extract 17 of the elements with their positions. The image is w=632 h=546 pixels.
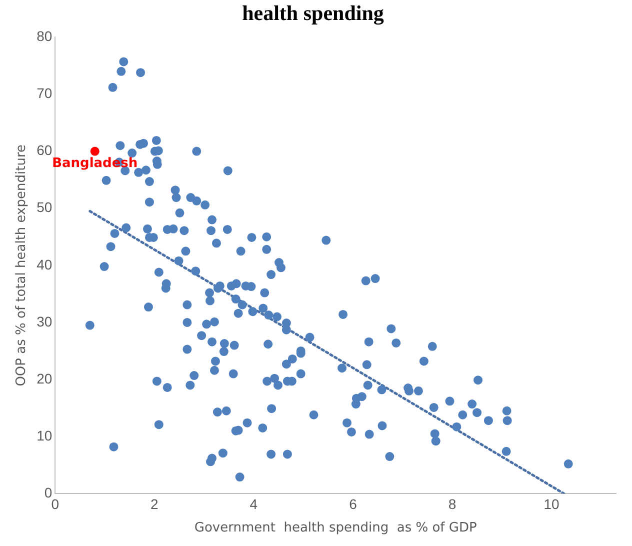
y-tick-label: 50	[36, 199, 52, 216]
y-tick-label: 20	[36, 370, 52, 386]
x-axis-title: Government health spending as % of GDP	[194, 520, 477, 536]
x-tick-label: 6	[349, 496, 358, 512]
y-tick-label: 60	[36, 142, 52, 158]
y-tick-label: 30	[36, 313, 52, 330]
y-tick-label: 0	[44, 484, 52, 500]
x-tick-label: 4	[250, 496, 258, 512]
y-tick-label: 40	[36, 256, 52, 272]
y-tick-label: 80	[36, 28, 52, 44]
y-tick-label: 70	[36, 85, 52, 102]
y-tick-label: 10	[36, 427, 52, 444]
x-tick-label: 2	[150, 496, 159, 512]
x-tick-label: 8	[448, 496, 456, 512]
y-axis-title: OOP as % of total health expenditure	[14, 144, 30, 386]
chart-title: health spending	[242, 1, 384, 26]
x-tick-label: 10	[544, 496, 560, 512]
